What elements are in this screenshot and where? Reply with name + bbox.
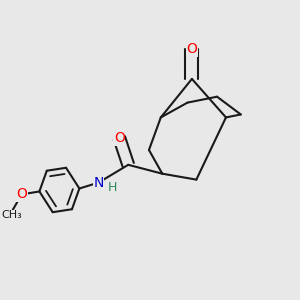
Text: O: O: [187, 42, 197, 56]
Text: CH₃: CH₃: [1, 210, 22, 220]
Text: N: N: [93, 176, 104, 190]
Text: H: H: [107, 182, 117, 194]
Text: O: O: [114, 131, 125, 145]
Text: O: O: [16, 188, 27, 201]
